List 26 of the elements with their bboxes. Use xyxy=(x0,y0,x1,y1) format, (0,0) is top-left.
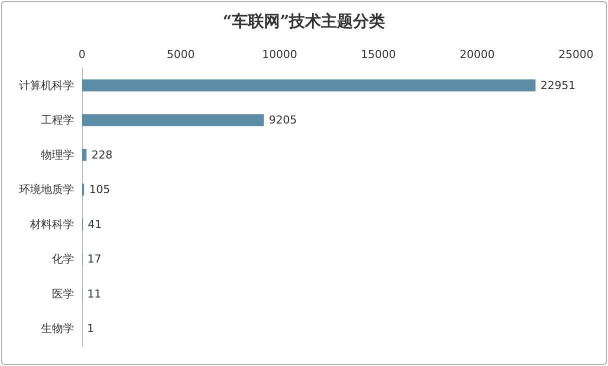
y-tick-label: 化学 xyxy=(52,252,74,266)
y-tick-label: 工程学 xyxy=(41,114,74,127)
data-label: 9205 xyxy=(268,114,297,127)
x-tick-label: 10000 xyxy=(262,48,298,61)
bar xyxy=(82,79,536,92)
y-tick-label: 生物学 xyxy=(41,322,74,336)
y-tick-label: 计算机科学 xyxy=(19,78,74,92)
y-tick-label: 材料科学 xyxy=(29,218,74,231)
data-label: 22951 xyxy=(540,78,576,92)
x-tick-label: 0 xyxy=(78,48,86,61)
y-tick-label: 物理学 xyxy=(41,148,74,162)
data-label: 228 xyxy=(92,148,113,162)
bar xyxy=(82,148,87,161)
data-label: 41 xyxy=(88,218,102,231)
x-tick-label: 25000 xyxy=(558,48,594,61)
y-tick-label: 医学 xyxy=(52,287,74,300)
data-label: 11 xyxy=(87,287,102,300)
chart-title: “车联网”技术主题分类 xyxy=(222,12,386,30)
y-tick-label: 环境地质学 xyxy=(19,183,74,196)
x-tick-label: 20000 xyxy=(460,48,495,61)
data-label: 1 xyxy=(87,322,94,336)
x-tick-label: 5000 xyxy=(166,48,195,61)
data-label: 17 xyxy=(87,252,102,266)
bar xyxy=(82,114,264,126)
data-label: 105 xyxy=(89,183,110,196)
x-tick-label: 15000 xyxy=(360,48,396,61)
